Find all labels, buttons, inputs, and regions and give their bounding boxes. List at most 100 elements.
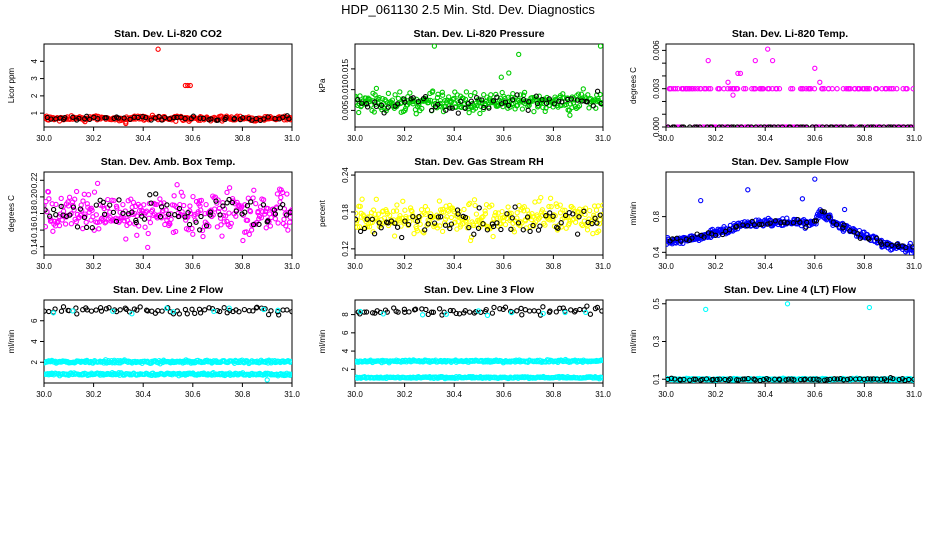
data-point <box>722 376 728 383</box>
data-point <box>853 124 860 127</box>
data-point <box>498 226 504 233</box>
data-point <box>123 120 129 127</box>
data-point <box>210 212 216 218</box>
data-point <box>494 94 500 100</box>
data-point <box>394 101 401 107</box>
data-point <box>702 124 709 127</box>
data-point <box>526 308 533 314</box>
data-point <box>278 194 284 201</box>
data-point <box>881 124 887 127</box>
data-point <box>147 219 154 226</box>
data-point <box>526 99 532 105</box>
data-point <box>471 197 478 203</box>
data-point <box>159 308 165 314</box>
data-point <box>841 124 847 127</box>
data-point <box>123 306 129 312</box>
data-point <box>594 220 600 226</box>
data-point <box>833 222 840 228</box>
data-point <box>505 102 512 109</box>
data-point <box>550 213 556 219</box>
point-layer <box>355 44 603 118</box>
data-point <box>497 306 503 312</box>
data-point <box>808 86 814 92</box>
data-point <box>543 100 550 106</box>
data-point <box>261 306 267 313</box>
data-point <box>524 214 531 220</box>
data-point <box>275 307 281 313</box>
data-point <box>373 85 380 92</box>
data-point <box>286 219 292 225</box>
x-tick-label: 31.0 <box>595 390 611 399</box>
data-point <box>68 211 74 217</box>
chart-title: Stan. Dev. Line 3 Flow <box>424 284 535 296</box>
data-point <box>668 375 675 381</box>
x-tick-label: 30.0 <box>36 390 52 399</box>
data-point <box>841 222 847 228</box>
data-point <box>245 195 251 201</box>
data-point <box>742 124 748 127</box>
data-point <box>819 124 826 127</box>
data-point <box>110 308 116 314</box>
data-point <box>493 91 499 98</box>
data-point <box>262 208 269 215</box>
data-point <box>484 227 491 233</box>
data-point <box>866 304 873 311</box>
data-point <box>211 206 218 212</box>
data-point <box>883 86 890 92</box>
data-point <box>866 124 872 127</box>
data-point <box>449 105 455 111</box>
data-point <box>692 376 699 382</box>
data-point <box>50 206 57 213</box>
data-point <box>735 70 741 77</box>
data-point <box>889 242 895 249</box>
data-point <box>145 244 151 251</box>
y-tick-label: 4 <box>341 348 350 353</box>
data-point <box>829 86 835 92</box>
data-point <box>176 311 183 317</box>
data-point <box>94 180 101 187</box>
data-point <box>242 202 248 208</box>
data-point <box>583 309 589 316</box>
data-point <box>287 214 292 220</box>
data-point <box>483 306 489 313</box>
data-point <box>203 223 210 229</box>
data-point <box>103 115 109 121</box>
data-point <box>861 86 867 92</box>
data-point <box>160 359 166 366</box>
data-point <box>536 215 543 221</box>
data-point <box>482 208 488 214</box>
data-point <box>752 57 758 64</box>
x-tick-label: 30.4 <box>757 262 773 271</box>
data-point <box>356 224 363 230</box>
x-tick-label: 30.8 <box>546 134 562 143</box>
data-point <box>576 103 583 109</box>
data-point <box>577 306 583 313</box>
y-tick-label: 8 <box>341 312 350 317</box>
data-point <box>870 124 877 127</box>
data-point <box>86 116 93 123</box>
data-point <box>562 212 569 219</box>
data-point <box>868 376 874 382</box>
data-point <box>451 95 457 102</box>
data-point <box>62 221 69 227</box>
chart-panel-7: Stan. Dev. Line 2 Flow ml/min 2 4 6 30.0 30.2 3… <box>7 284 300 399</box>
data-point <box>778 220 784 226</box>
data-point <box>562 309 568 316</box>
data-point <box>385 104 391 110</box>
data-point <box>369 219 375 226</box>
data-point <box>139 114 146 120</box>
data-point <box>704 124 710 127</box>
data-point <box>479 97 485 103</box>
data-point <box>585 92 591 98</box>
data-point <box>761 376 767 383</box>
data-point <box>530 222 536 229</box>
chart-title: Stan. Dev. Sample Flow <box>731 156 849 168</box>
data-point <box>72 196 78 202</box>
x-tick-label: 30.2 <box>708 262 724 271</box>
data-point <box>777 377 783 383</box>
data-point <box>44 224 49 230</box>
data-point <box>729 227 735 233</box>
x-tick-label: 30.6 <box>496 262 512 271</box>
y-axis-label: ml/min <box>7 330 16 354</box>
chart-title: Stan. Dev. Li-820 Pressure <box>413 28 544 40</box>
